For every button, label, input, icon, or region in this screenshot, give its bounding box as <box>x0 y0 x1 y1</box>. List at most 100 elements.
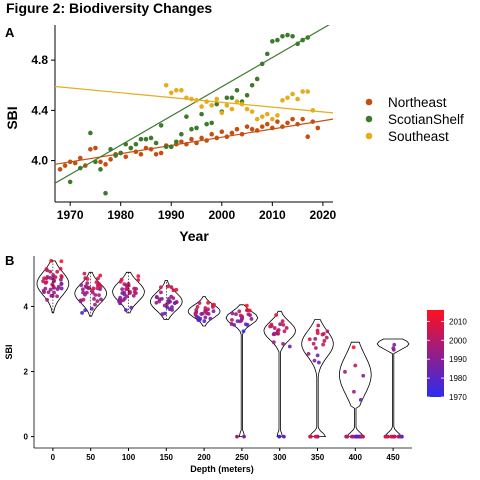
violin-outline <box>338 341 372 437</box>
panel-b-x-tick-label: 250 <box>235 453 249 462</box>
observation-point <box>133 291 138 296</box>
violin-depth-50 <box>74 271 108 317</box>
data-point-scotianshelf <box>98 167 103 172</box>
observation-point <box>120 287 125 292</box>
observation-point <box>159 290 163 295</box>
observation-point <box>307 337 312 342</box>
data-point-southeast <box>163 82 169 88</box>
observation-point <box>194 314 199 319</box>
data-point-southeast <box>244 106 250 112</box>
observation-point <box>194 307 199 312</box>
data-point-northeast <box>249 126 255 132</box>
observation-point <box>276 331 280 336</box>
observation-point <box>165 305 170 310</box>
observation-point-zero <box>235 434 239 439</box>
observation-point <box>124 283 129 288</box>
data-point-northeast <box>209 131 214 137</box>
legend-label-northeast: Northeast <box>388 95 447 110</box>
panel-b-y-tick-label: 2 <box>24 368 29 377</box>
data-point-scotianshelf <box>244 92 250 98</box>
panel-b-x-tick-label: 300 <box>273 453 287 462</box>
panel-a-ylabel: SBI <box>4 106 20 129</box>
observation-point <box>58 266 63 271</box>
observation-point <box>44 280 49 285</box>
data-point-scotianshelf <box>153 140 159 146</box>
observation-point <box>235 319 240 324</box>
observation-point-zero <box>349 434 354 439</box>
panel-b-colorbar: 1970 1980 1990 2000 2010 <box>427 310 467 402</box>
observation-point <box>193 311 198 316</box>
legend-label-southeast: Southeast <box>388 129 449 144</box>
observation-point <box>83 284 88 289</box>
observation-point <box>249 317 254 321</box>
violin-depth-300 <box>263 310 296 439</box>
observation-point <box>96 276 100 281</box>
observation-point-zero <box>277 434 282 439</box>
observation-point <box>243 322 248 327</box>
data-point-northeast <box>88 146 93 152</box>
observation-point <box>158 285 163 290</box>
observation-point <box>281 322 286 327</box>
observation-point <box>244 303 249 308</box>
data-point-scotianshelf <box>184 114 189 119</box>
observation-point <box>85 281 90 286</box>
panel-a-y-tick-label: 4.0 <box>31 154 48 168</box>
observation-point <box>287 344 292 349</box>
observation-point <box>203 309 208 314</box>
data-point-northeast <box>158 150 164 156</box>
data-point-northeast <box>93 145 98 151</box>
observation-point <box>59 286 64 291</box>
observation-point <box>160 312 165 317</box>
violin-outline <box>36 260 70 314</box>
data-point-northeast <box>72 160 78 166</box>
observation-point <box>316 323 321 328</box>
observation-point <box>241 329 246 334</box>
observation-point <box>90 288 94 293</box>
violin-outline <box>74 271 108 317</box>
observation-point <box>121 298 126 303</box>
observation-point <box>48 287 53 292</box>
data-point-northeast <box>77 155 83 161</box>
observation-point-zero <box>242 434 246 439</box>
observation-point <box>95 286 100 291</box>
observation-point <box>122 292 127 297</box>
observation-point <box>82 271 87 276</box>
data-point-northeast <box>229 130 235 136</box>
data-point-northeast <box>219 129 225 135</box>
observation-point <box>325 329 330 334</box>
violin-outline <box>187 296 221 327</box>
data-point-southeast <box>300 89 305 94</box>
observation-point <box>240 316 245 320</box>
panel-a-x-tick-label: 2000 <box>208 208 235 222</box>
observation-point <box>44 276 49 281</box>
data-point-scotianshelf <box>229 95 235 101</box>
data-point-northeast <box>259 124 265 129</box>
panel-b-y-tick-label: 4 <box>24 302 29 311</box>
panel-a-x-tick-label: 1990 <box>158 208 185 222</box>
observation-point <box>306 351 311 356</box>
violin-outline <box>301 319 334 437</box>
observation-point-zero <box>384 434 389 439</box>
data-point-northeast <box>290 116 295 122</box>
colorbar-tick-label: 1990 <box>449 355 467 364</box>
data-point-northeast <box>305 134 311 140</box>
data-point-scotianshelf <box>143 136 149 142</box>
observation-point-zero <box>392 434 397 439</box>
observation-point <box>59 274 64 278</box>
observation-point-zero <box>354 434 359 439</box>
panel-b-chart: SBI Depth (meters) 0 2 4 0 50 100 150 200 250 300… <box>4 256 467 474</box>
data-point-scotianshelf <box>290 33 295 39</box>
observation-point <box>97 282 102 287</box>
data-point-southeast <box>168 90 174 96</box>
panel-b-x-tick-label: 450 <box>386 453 400 462</box>
data-point-scotianshelf <box>234 87 240 93</box>
panel-b-plot-area: 0 2 4 0 50 100 150 200 250 300 350 400 450 <box>24 256 412 462</box>
observation-point <box>208 316 213 321</box>
observation-point <box>55 294 59 299</box>
observation-point <box>154 300 159 305</box>
observation-point <box>324 335 329 340</box>
data-point-northeast <box>153 151 159 157</box>
observation-point <box>353 363 358 368</box>
figure-title: Figure 2: Biodiversity Changes <box>6 0 213 16</box>
